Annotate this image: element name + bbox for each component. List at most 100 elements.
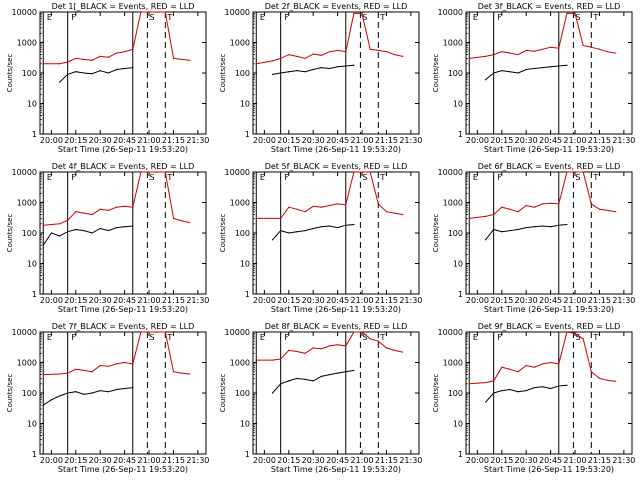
data-point [288,232,290,234]
data-point [525,68,527,71]
x-tick-label: 20:15 [277,456,300,465]
data-point [615,380,617,383]
data-point [345,65,347,67]
x-tick-label: 20:45 [539,136,562,145]
event-marker-label: S [362,13,367,22]
x-tick-label: 20:00 [40,136,63,145]
data-point [533,387,535,389]
data-point [172,371,175,373]
x-tick-label: 20:45 [326,456,349,465]
chart-title: Det 6f_BLACK = Events, RED = LLD [478,162,621,171]
x-tick-label: 20:30 [515,296,538,305]
data-point [156,331,158,333]
data-point [606,209,609,212]
data-point [345,371,347,373]
y-tick-label: 10 [453,260,463,269]
events-series-line [43,387,133,406]
data-point [115,68,118,71]
x-tick-label: 20:45 [113,456,136,465]
data-point [566,171,568,173]
data-point [91,392,93,394]
data-point [288,71,290,73]
x-tick-label: 21:30 [612,136,635,145]
x-tick-label: 20:30 [515,136,538,145]
data-point [107,365,109,367]
x-tick-label: 20:00 [253,456,276,465]
data-point [304,71,306,73]
data-point [501,389,503,392]
data-point [320,206,322,208]
data-point [75,228,77,231]
data-point [312,227,314,230]
events-series-line [59,67,133,83]
y-tick-label: 100 [22,389,37,398]
event-marker-label: F [497,13,502,22]
x-tick-label: 21:30 [612,296,635,305]
y-tick-label: 1000 [17,359,37,368]
y-tick-label: 100 [235,229,250,238]
data-point [180,372,183,374]
data-point [124,226,126,228]
data-point [271,359,274,361]
x-tick-label: 21:00 [351,296,374,305]
chart-panel-7: Det 7f_BLACK = Events, RED = LLD 1 10 100 10… [6,322,209,474]
data-point [484,79,487,81]
data-point [83,393,85,395]
data-point [550,66,552,68]
chart-panel-9: Det 9f_BLACK = Events, RED = LLD 1 10 100 10… [432,322,635,474]
data-point [99,55,101,58]
data-point [509,52,511,54]
data-point [369,171,371,173]
y-tick-label: 1000 [443,39,463,48]
data-point [271,60,274,62]
data-point [132,225,134,227]
chart-title: Det 8f_BLACK = Events, RED = LLD [265,322,408,331]
data-point [124,387,126,390]
lld-series-line [43,331,190,376]
data-point [180,58,183,60]
data-point [271,217,274,220]
x-tick-label: 20:00 [40,296,63,305]
data-point [115,52,118,54]
data-point [148,331,150,333]
chart-title: Det 1[_BLACK = Events, RED = LLD [52,2,195,11]
x-tick-label: 20:00 [466,136,489,145]
y-tick-label: 10 [453,420,463,429]
data-point [255,217,257,220]
chart-title: Det 2f_BLACK = Events, RED = LLD [265,2,408,11]
data-point [42,244,44,246]
data-point [280,383,282,385]
data-point [83,369,85,372]
lld-series-line [469,331,616,385]
data-point [312,347,314,349]
y-tick-label: 10 [453,100,463,109]
data-point [566,331,568,333]
x-tick-label: 20:00 [253,296,276,305]
data-point [369,338,371,340]
event-marker-label: T [379,173,385,182]
event-marker-label: S [575,13,580,22]
data-point [353,171,355,173]
data-point [288,349,290,351]
x-tick-label: 21:00 [351,136,374,145]
data-point [377,49,379,52]
data-point [67,231,69,233]
data-point [517,228,519,231]
y-tick-label: 10 [27,100,37,109]
data-point [296,55,298,58]
y-tick-label: 1 [32,450,37,459]
x-tick-label: 21:15 [375,296,398,305]
y-tick-label: 1000 [17,39,37,48]
data-point [83,212,85,214]
data-point [99,389,101,392]
data-point [280,217,282,220]
x-tick-label: 21:00 [138,136,161,145]
data-point [541,203,544,205]
data-point [328,204,331,207]
x-tick-label: 21:00 [138,456,161,465]
data-point [312,380,314,382]
y-tick-label: 10000 [225,168,250,177]
event-marker-label: E [473,13,478,22]
chart-title: Det 5f_BLACK = Events, RED = LLD [265,162,408,171]
data-point [75,71,77,73]
